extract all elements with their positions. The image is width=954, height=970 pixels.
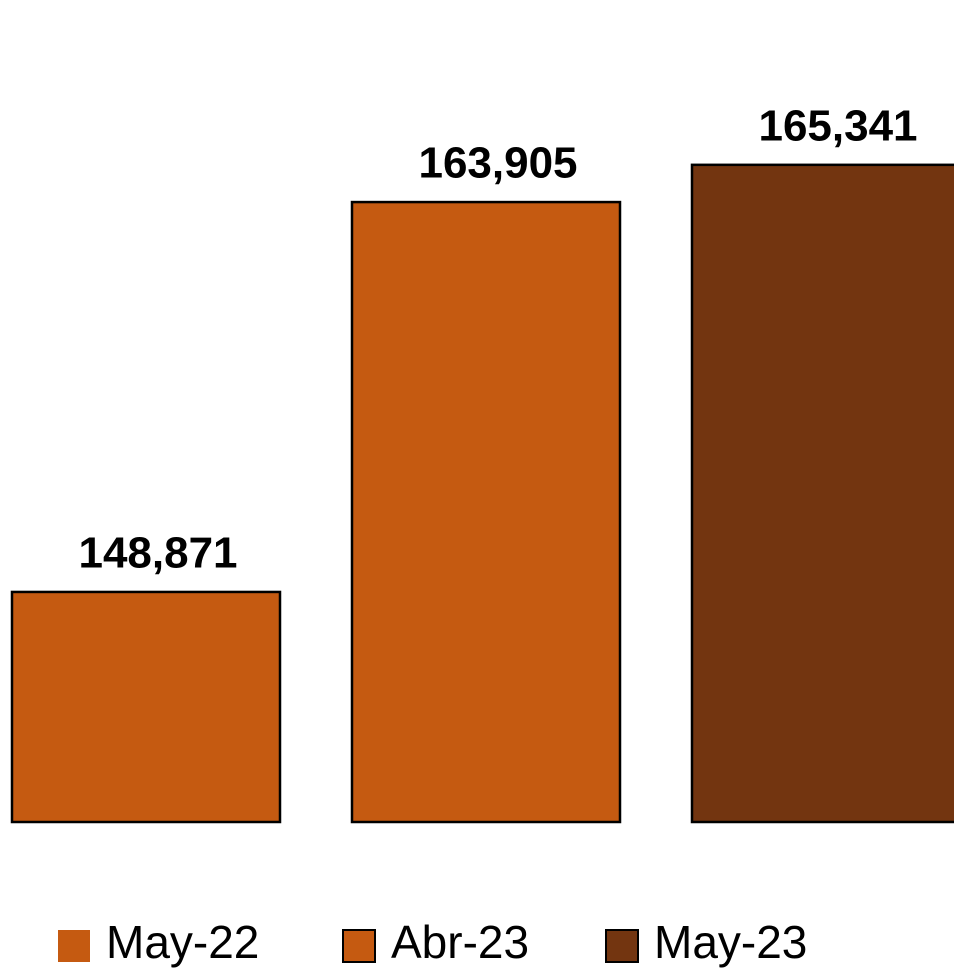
bar (350, 200, 622, 824)
legend-swatch (605, 929, 639, 963)
value-label: 165,341 (758, 101, 917, 150)
legend-swatch (58, 930, 90, 962)
legend-swatch (342, 929, 376, 963)
bar (690, 163, 954, 824)
value-label: 148,871 (78, 529, 237, 578)
legend-label: Abr-23 (391, 916, 529, 968)
legend-label: May-22 (106, 916, 259, 968)
value-label: 163,905 (418, 139, 577, 188)
bar (10, 590, 282, 824)
legend-label: May-23 (654, 916, 807, 968)
